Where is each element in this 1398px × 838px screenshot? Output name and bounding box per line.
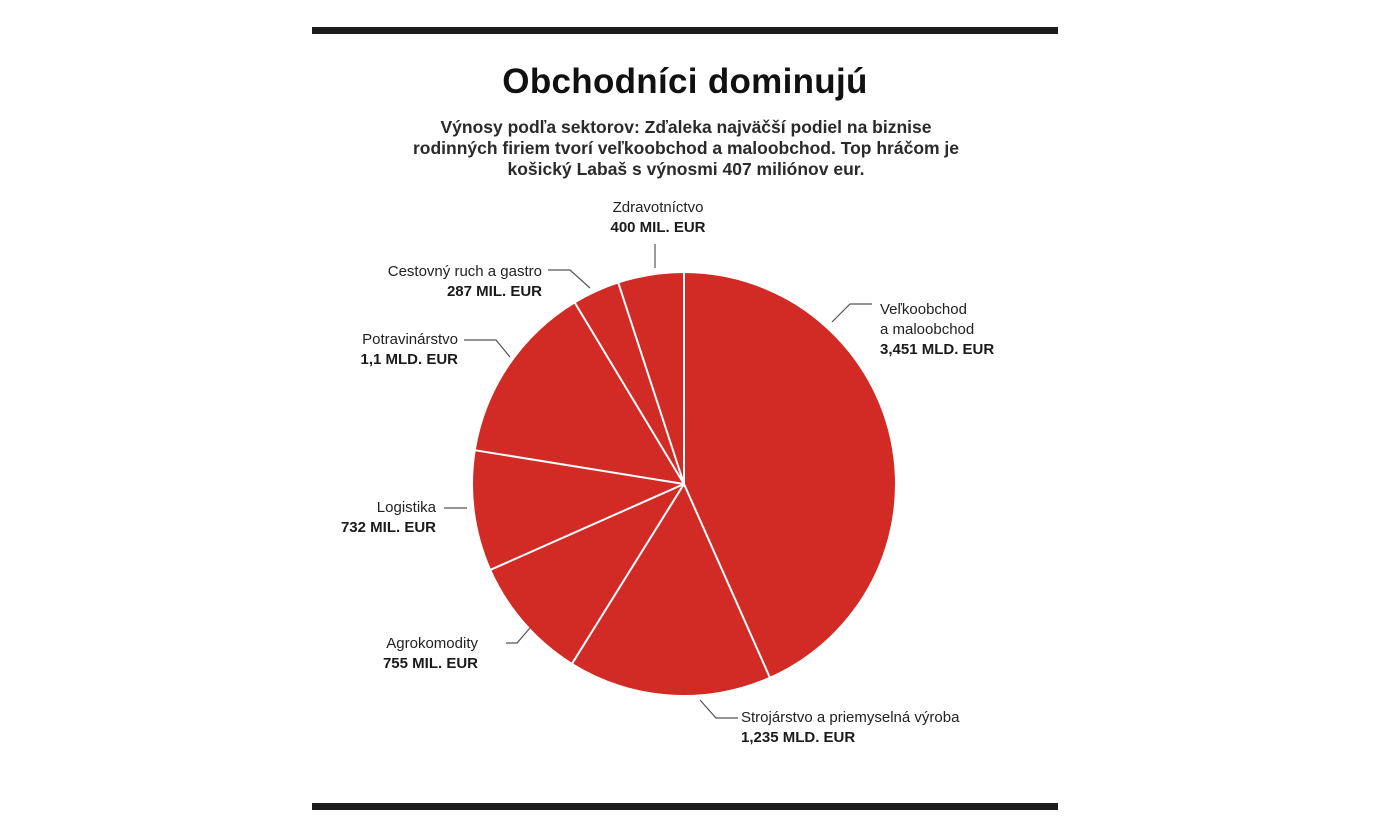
slice-label-cestovny-ruch: Cestovný ruch a gastro 287 MIL. EUR [388, 262, 542, 302]
pie-slice-strojarstvo [572, 484, 770, 696]
slice-label-logistika: Logistika 732 MIL. EUR [341, 498, 436, 538]
slice-value: 1,1 MLD. EUR [360, 351, 458, 368]
slice-value: 755 MIL. EUR [382, 655, 478, 672]
chart-title: Obchodníci dominujú [502, 62, 868, 101]
slice-name-line: Veľkoobchod [880, 301, 967, 318]
pie-slice-logistika [473, 450, 684, 570]
pie-slice-velkoobchod [684, 273, 896, 677]
slice-label-strojarstvo: Strojárstvo a priemyselná výroba 1,235 M… [741, 708, 959, 748]
slice-label-potravinarstvo: Potravinárstvo 1,1 MLD. EUR [360, 330, 458, 370]
slice-separator [571, 483, 685, 665]
slice-label-zdravotnictvo: Zdravotníctvo 400 MIL. EUR [578, 198, 738, 238]
slice-name-line: a maloobchod [880, 321, 975, 338]
slice-label-velkoobchod: Veľkoobchod a maloobchod 3,451 MLD. EUR [880, 300, 994, 360]
slice-name-line: Logistika [376, 499, 436, 516]
slice-name-line: Cestovný ruch a gastro [387, 263, 542, 280]
slice-name-line: Strojárstvo a priemyselná výroba [741, 709, 960, 726]
slice-value: 1,235 MLD. EUR [741, 729, 856, 746]
pie-slice-agrokomodity [491, 484, 684, 664]
slice-value: 3,451 MLD. EUR [880, 341, 995, 358]
leader-line-potravinarstvo [464, 339, 511, 358]
slice-name-line: Potravinárstvo [362, 331, 458, 348]
chart-subtitle: Výnosy podľa sektorov: Zďaleka najväčší … [412, 117, 960, 179]
leader-line-velkoobchod [831, 303, 872, 323]
slice-value: 400 MIL. EUR [610, 219, 706, 236]
slice-name-line: Zdravotníctvo [612, 199, 704, 216]
slice-separator [617, 282, 685, 485]
leader-line-cestovny-ruch [548, 269, 591, 289]
pie-slice-cestovny-ruch [575, 283, 684, 484]
slice-value: 287 MIL. EUR [446, 283, 542, 300]
top-rule [312, 27, 1058, 34]
slice-separator [573, 301, 685, 485]
slice-separator [474, 449, 685, 485]
slice-separator [489, 483, 685, 571]
pie-slice-potravinarstvo [475, 303, 684, 484]
leader-line-strojarstvo [699, 699, 738, 719]
slice-name-line: Agrokomodity [386, 635, 478, 652]
slice-value: 732 MIL. EUR [340, 519, 436, 536]
leader-line-agrokomodity [506, 627, 531, 644]
bottom-rule [312, 803, 1058, 810]
slice-separator [683, 483, 771, 679]
slice-label-agrokomodity: Agrokomodity 755 MIL. EUR [383, 634, 478, 674]
